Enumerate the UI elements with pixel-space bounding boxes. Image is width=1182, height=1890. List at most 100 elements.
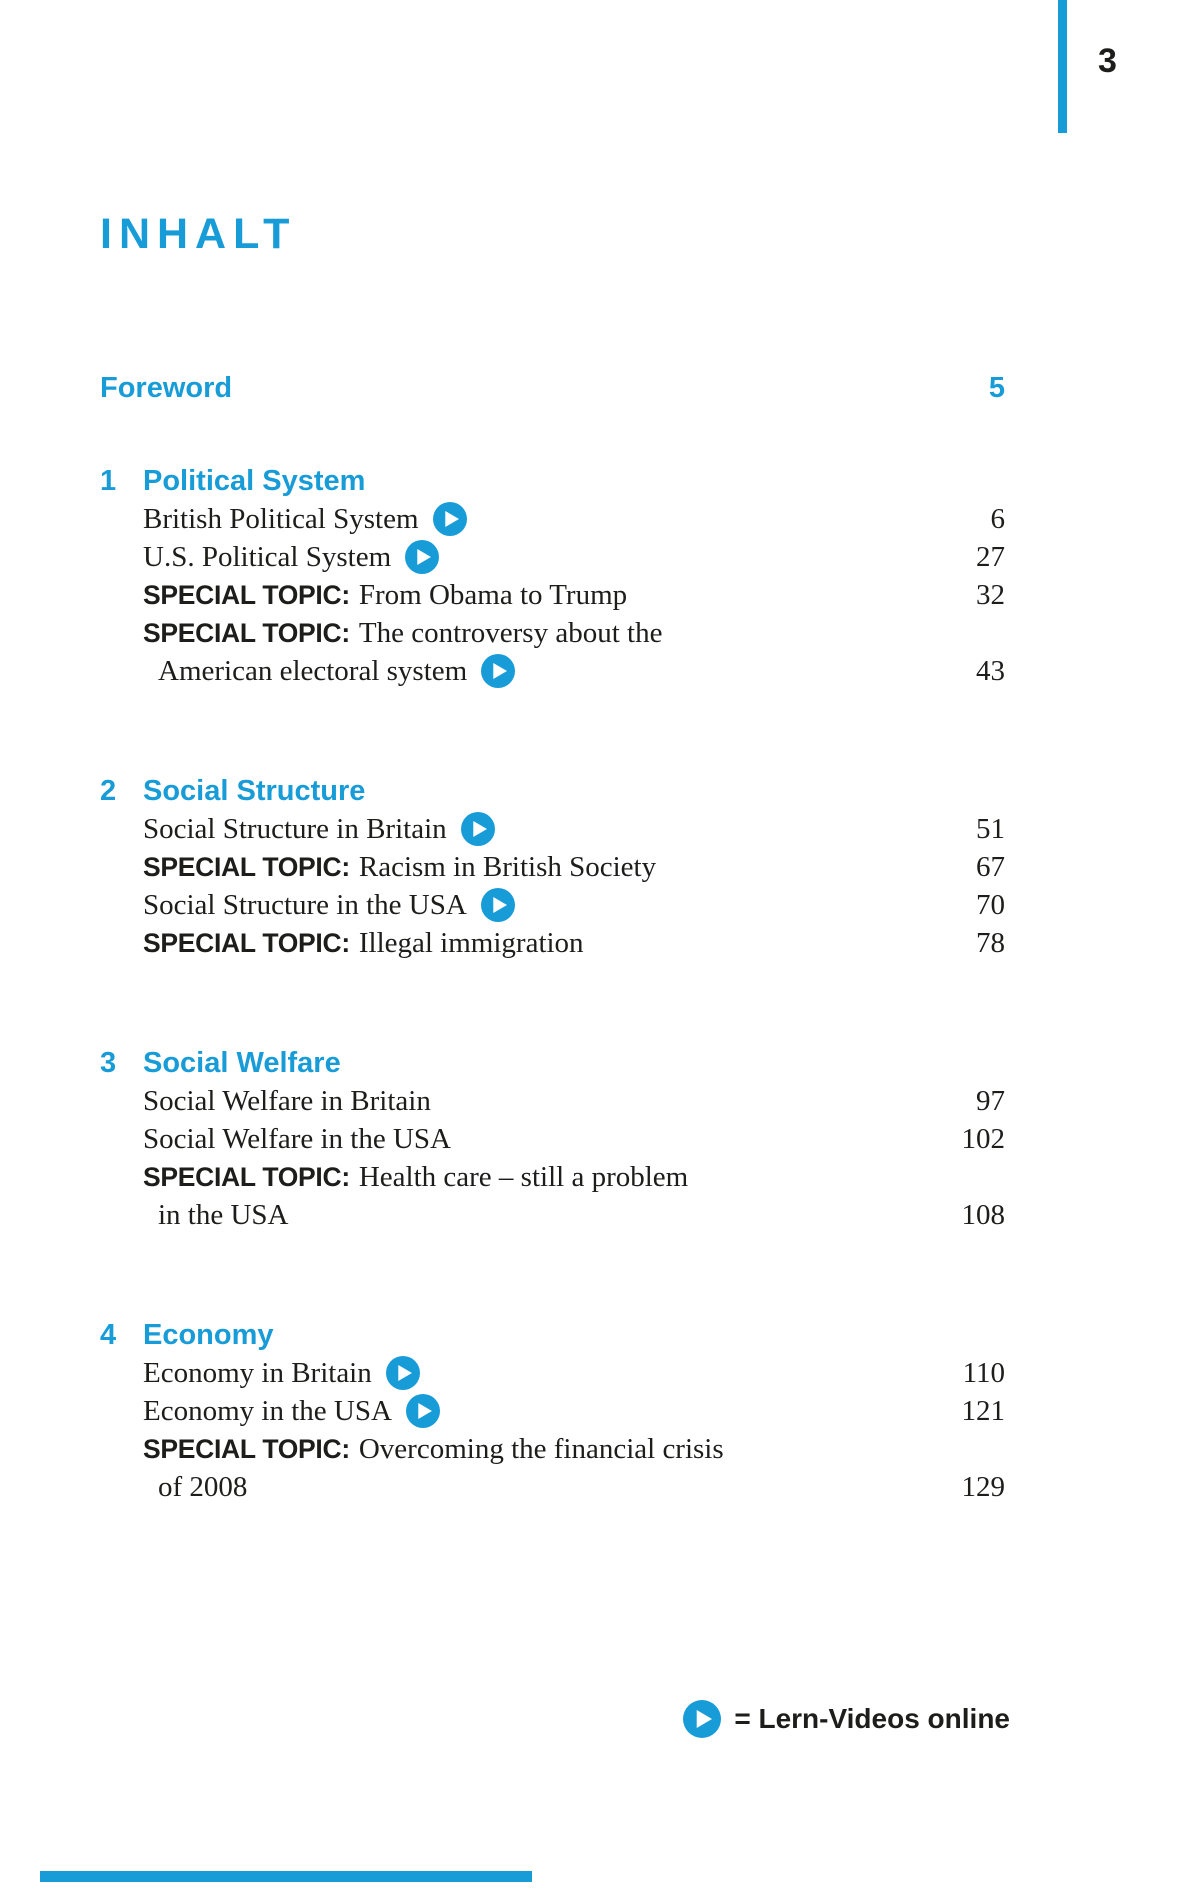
toc-sections: 1 Political System British Political Syste…: [100, 462, 1005, 1506]
toc-section: 3 Social Welfare Social Welfare in Britain…: [100, 1044, 1005, 1234]
accent-bar-bottom: [40, 1871, 532, 1882]
toc-row: SPECIAL TOPIC: Health care – still a prob…: [100, 1158, 1005, 1196]
section-title: Social Welfare: [143, 1046, 341, 1079]
page-number: 67: [976, 850, 1005, 883]
entry-title: Social Structure in Britain: [143, 812, 447, 845]
toc-row: Economy in the USA 121: [100, 1392, 1005, 1430]
toc-row: Social Structure in the USA 70: [100, 886, 1005, 924]
section-title: Economy: [143, 1318, 274, 1351]
play-video-icon: [385, 1356, 420, 1390]
toc-entry: U.S. Political System: [143, 540, 440, 574]
page-number: 78: [976, 926, 1005, 959]
entry-title: Illegal immigration: [358, 926, 584, 959]
toc-entry: SPECIAL TOPIC: Racism in British Society: [143, 851, 656, 884]
entry-title: of 2008: [158, 1470, 248, 1503]
toc-entry: Economy in Britain: [143, 1356, 420, 1390]
entry-title: in the USA: [158, 1198, 289, 1231]
toc-entry: Social Structure in the USA: [143, 888, 515, 922]
entry-title: British Political System: [143, 502, 419, 535]
page-number: 51: [976, 812, 1005, 845]
page-number: 102: [961, 1122, 1006, 1155]
entry-title: Social Welfare in the USA: [143, 1122, 451, 1155]
entry-title: From Obama to Trump: [358, 578, 628, 611]
page-number: 27: [976, 540, 1005, 573]
entry-title: The controversy about the: [358, 616, 663, 649]
play-video-icon: [683, 1700, 722, 1738]
toc-row: SPECIAL TOPIC: Overcoming the financial c…: [100, 1430, 1005, 1468]
section-number: 2: [100, 774, 117, 807]
entry-title: American electoral system: [158, 654, 468, 687]
toc-section: 2 Social Structure Social Structure in Bri…: [100, 772, 1005, 962]
toc-entry: Social Welfare in Britain: [143, 1085, 431, 1118]
special-topic-label: SPECIAL TOPIC:: [143, 1161, 350, 1192]
toc-row: Social Welfare in the USA 102: [100, 1120, 1005, 1158]
section-title: Social Structure: [143, 774, 366, 807]
toc-row: Social Welfare in Britain 97: [100, 1082, 1005, 1120]
section-heading: 4 Economy: [100, 1316, 1005, 1354]
page-folio: 3: [1098, 42, 1117, 80]
section-number: 1: [100, 464, 117, 497]
toc-entry: Economy in the USA: [143, 1394, 440, 1428]
toc-row: U.S. Political System 27: [100, 538, 1005, 576]
play-video-icon: [481, 654, 516, 688]
toc-entry: SPECIAL TOPIC: Overcoming the financial c…: [143, 1433, 724, 1466]
toc-entry: American electoral system: [143, 654, 516, 688]
section-number: 4: [100, 1318, 117, 1351]
toc-row: in the USA 108: [100, 1196, 1005, 1234]
page-number: 108: [961, 1198, 1006, 1231]
video-legend: = Lern-Videos online: [683, 1700, 1010, 1738]
toc-entry: in the USA: [143, 1199, 289, 1232]
foreword-page-number: 5: [988, 372, 1005, 404]
entry-title: Economy in Britain: [143, 1356, 372, 1389]
entry-title: U.S. Political System: [143, 540, 392, 573]
toc-entry: Social Structure in Britain: [143, 812, 495, 846]
toc-row: Social Structure in Britain 51: [100, 810, 1005, 848]
play-video-icon: [460, 812, 495, 846]
section-heading: 2 Social Structure: [100, 772, 1005, 810]
entry-title: Racism in British Society: [358, 850, 657, 883]
toc-section: 4 Economy Economy in Britain 110 Economy in …: [100, 1316, 1005, 1506]
toc-row: SPECIAL TOPIC: The controversy about the: [100, 614, 1005, 652]
page-number: 6: [990, 502, 1006, 535]
toc-section: 1 Political System British Political Syste…: [100, 462, 1005, 690]
toc-row: SPECIAL TOPIC: Illegal immigration 78: [100, 924, 1005, 962]
page-number: 97: [976, 1084, 1005, 1117]
play-video-icon: [480, 888, 515, 922]
accent-bar-top: [1058, 0, 1067, 133]
section-heading: 1 Political System: [100, 462, 1005, 500]
toc-row: SPECIAL TOPIC: Racism in British Society 6…: [100, 848, 1005, 886]
toc-entry: of 2008: [143, 1471, 247, 1504]
play-video-icon: [405, 1394, 440, 1428]
toc-row: American electoral system 43: [100, 652, 1005, 690]
special-topic-label: SPECIAL TOPIC:: [143, 579, 350, 610]
toc-content: INHALT Foreword 5 1 Political System Briti…: [100, 212, 1005, 1506]
entry-title: Social Structure in the USA: [143, 888, 467, 921]
play-video-icon: [432, 502, 467, 536]
page-number: 70: [976, 888, 1005, 921]
section-number: 3: [100, 1046, 117, 1079]
toc-entry: SPECIAL TOPIC: Illegal immigration: [143, 927, 584, 960]
special-topic-label: SPECIAL TOPIC:: [143, 927, 350, 958]
entry-title: Social Welfare in Britain: [143, 1084, 431, 1117]
legend-text: = Lern-Videos online: [734, 1703, 1010, 1734]
toc-entry: SPECIAL TOPIC: Health care – still a prob…: [143, 1161, 688, 1194]
toc-row: of 2008 129: [100, 1468, 1005, 1506]
foreword-row: Foreword 5: [100, 372, 1005, 410]
special-topic-label: SPECIAL TOPIC:: [143, 1433, 350, 1464]
page-number: 32: [976, 578, 1005, 611]
play-video-icon: [405, 540, 440, 574]
special-topic-label: SPECIAL TOPIC:: [143, 851, 350, 882]
toc-entry: British Political System: [143, 502, 467, 536]
entry-title: Health care – still a problem: [358, 1160, 689, 1193]
toc-entry: SPECIAL TOPIC: The controversy about the: [143, 617, 662, 650]
toc-entry: Social Welfare in the USA: [143, 1123, 451, 1156]
toc-row: British Political System 6: [100, 500, 1005, 538]
toc-row: SPECIAL TOPIC: From Obama to Trump 32: [100, 576, 1005, 614]
foreword-label: Foreword: [100, 372, 233, 404]
entry-title: Economy in the USA: [143, 1394, 392, 1427]
entry-title: Overcoming the financial crisis: [358, 1432, 724, 1465]
page-number: 43: [976, 654, 1005, 687]
page-number: 110: [962, 1356, 1005, 1389]
page-number: 121: [961, 1394, 1006, 1427]
page-title: INHALT: [100, 210, 297, 258]
